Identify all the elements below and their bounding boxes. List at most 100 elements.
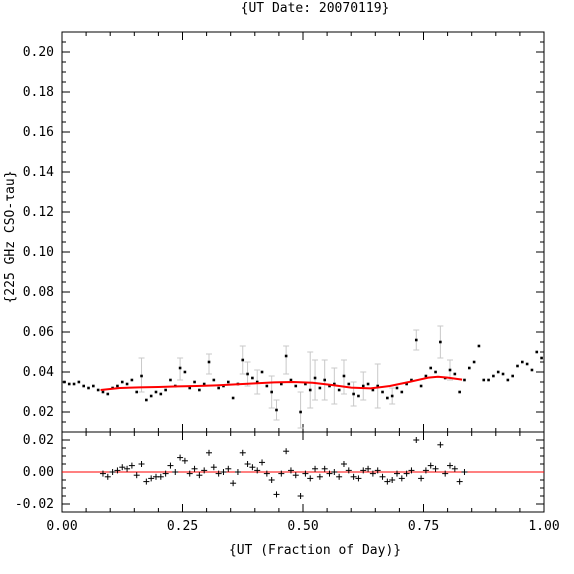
data-point <box>164 388 167 392</box>
residual-point <box>292 472 299 479</box>
residual-point <box>172 469 179 475</box>
data-point <box>260 370 264 374</box>
data-point <box>333 382 336 386</box>
residual-point <box>389 477 396 483</box>
data-point <box>77 380 81 384</box>
residual-point <box>239 449 246 456</box>
data-point <box>299 410 302 414</box>
data-point <box>429 366 433 370</box>
residual-point <box>413 437 420 443</box>
residual-point <box>157 473 164 480</box>
data-point <box>328 384 331 388</box>
y-tick-label: 0.02 <box>23 405 54 420</box>
residual-point <box>432 465 439 472</box>
residual-point <box>230 480 237 487</box>
y-tick-label: 0.16 <box>23 125 54 140</box>
data-point <box>386 396 389 400</box>
residual-point <box>451 465 458 472</box>
residual-y-tick-label: 0.00 <box>23 465 54 480</box>
data-point <box>130 378 134 382</box>
residual-point <box>393 470 400 477</box>
data-point <box>313 376 317 380</box>
residual-point <box>302 470 309 477</box>
y-tick-label: 0.04 <box>23 365 54 380</box>
data-point <box>101 390 105 394</box>
data-point <box>482 378 486 382</box>
data-point <box>284 354 288 358</box>
data-point <box>183 370 187 374</box>
residual-point <box>249 464 256 471</box>
residual-point <box>109 469 116 475</box>
y-tick-label: 0.06 <box>23 325 54 340</box>
data-point <box>467 366 471 370</box>
data-point <box>410 378 413 382</box>
data-point <box>145 398 148 402</box>
residual-point <box>181 457 188 464</box>
data-point <box>439 340 442 344</box>
residual-point <box>287 467 294 474</box>
data-point <box>472 360 476 364</box>
data-point <box>275 408 278 412</box>
x-tick-label: 0.75 <box>408 519 439 534</box>
data-point <box>149 394 153 398</box>
data-point <box>304 382 307 386</box>
data-point <box>458 390 461 394</box>
chart-title: {UT Date: 20070119} <box>241 1 390 16</box>
residual-point <box>427 462 434 469</box>
x-axis-label: {UT (Fraction of Day)} <box>229 543 401 558</box>
data-point <box>67 382 71 386</box>
data-point <box>492 374 495 378</box>
residual-point <box>273 491 280 498</box>
data-point <box>530 368 534 372</box>
data-point <box>511 374 514 378</box>
residual-point <box>369 470 376 477</box>
data-point <box>496 370 500 374</box>
data-point <box>135 390 139 394</box>
data-point <box>212 378 216 382</box>
residual-point <box>297 493 304 499</box>
residual-point <box>191 465 198 472</box>
residual-point <box>263 470 270 477</box>
data-point <box>63 380 66 384</box>
y-tick-label: 0.18 <box>23 85 54 100</box>
residual-y-tick-label: 0.02 <box>23 433 54 448</box>
residual-point <box>148 475 155 482</box>
data-point <box>188 386 192 390</box>
data-point <box>154 390 158 394</box>
data-point <box>159 392 163 396</box>
residual-point <box>99 470 106 477</box>
data-point <box>289 378 293 382</box>
data-point <box>352 392 355 396</box>
data-point <box>405 382 408 386</box>
residual-y-tick-label: -0.02 <box>15 497 54 512</box>
data-point <box>96 388 100 392</box>
data-point <box>323 378 326 382</box>
data-point <box>487 378 490 382</box>
residual-point <box>365 465 372 472</box>
data-point <box>198 388 201 392</box>
data-point <box>448 368 452 372</box>
residual-point <box>340 461 347 467</box>
residual-point <box>403 470 410 477</box>
y-tick-label: 0.14 <box>23 165 54 180</box>
data-point <box>87 386 90 390</box>
residual-point <box>210 464 217 471</box>
residual-point <box>456 478 463 485</box>
residual-point <box>128 462 135 469</box>
residual-point <box>133 472 140 479</box>
top-panel: 0.02 0.04 0.06 0.08 0.10 0.12 0.14 0.16 0.18 0.20 <box>23 31 545 433</box>
x-tick-label: 0.50 <box>287 519 318 534</box>
data-point <box>395 386 399 390</box>
y-tick-label: 0.12 <box>23 205 54 220</box>
data-point <box>280 382 283 386</box>
residual-point <box>437 441 444 448</box>
data-point <box>202 382 206 386</box>
residual-point <box>447 462 454 469</box>
residual-point <box>321 465 328 472</box>
data-point <box>82 384 85 388</box>
residual-point <box>201 467 208 474</box>
data-point <box>92 384 95 388</box>
residual-point <box>215 470 222 477</box>
data-point <box>381 390 384 394</box>
